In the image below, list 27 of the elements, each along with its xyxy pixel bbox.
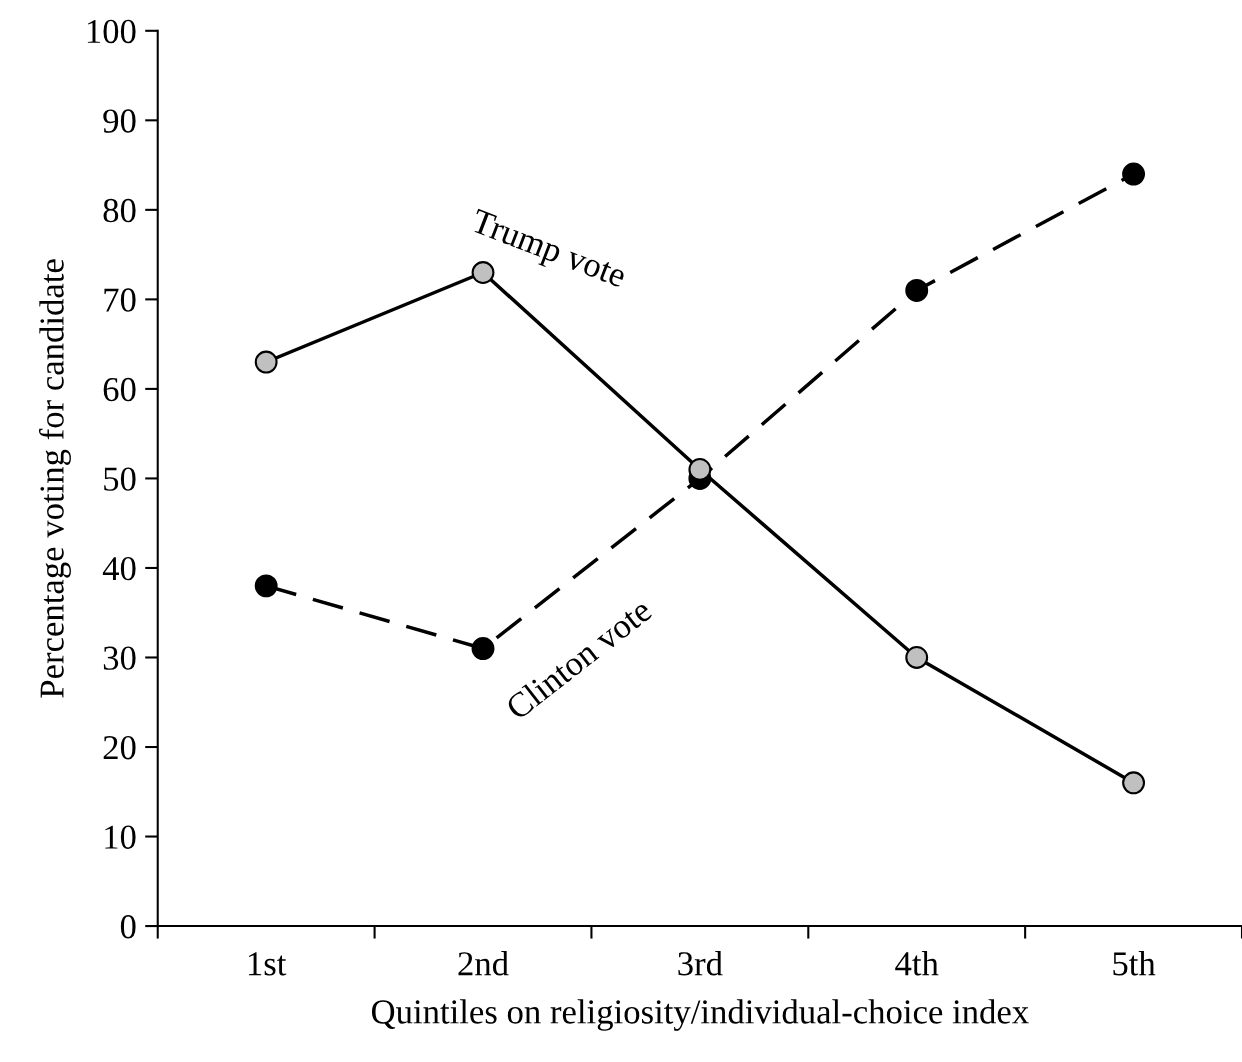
y-tick-label: 20 bbox=[103, 735, 136, 760]
point bbox=[688, 458, 712, 481]
point bbox=[254, 574, 278, 598]
x-tick-label: 1st bbox=[248, 952, 287, 976]
y-tick-label: 60 bbox=[103, 377, 136, 402]
y-tick-label: 30 bbox=[103, 646, 136, 670]
y-tick-label: 70 bbox=[104, 288, 136, 312]
y-tick-label: 0 bbox=[120, 915, 136, 939]
y-tick-label: 100 bbox=[87, 19, 136, 44]
x-tick-label: 5th bbox=[1113, 951, 1156, 976]
x-tick-label: 3rd bbox=[678, 951, 723, 976]
point bbox=[1122, 771, 1146, 795]
point bbox=[905, 646, 929, 669]
y-axis-title: Percentage voting for candidate bbox=[38, 259, 71, 698]
y-tick-label: 90 bbox=[103, 109, 136, 133]
x-tick-label: 4th bbox=[895, 951, 939, 976]
y-tick-label: 50 bbox=[104, 467, 136, 491]
x-axis-title: Quintiles on religiosity/individual-choice index bbox=[371, 999, 1029, 1031]
point bbox=[905, 278, 929, 302]
point bbox=[471, 637, 495, 660]
x-tick-label: 2nd bbox=[458, 951, 509, 976]
point bbox=[1122, 162, 1146, 186]
text: Trump vote bbox=[467, 208, 628, 295]
y-tick-label: 10 bbox=[105, 825, 136, 849]
y-tick-label: 80 bbox=[103, 198, 136, 223]
y-tick-label: 40 bbox=[102, 556, 136, 581]
point bbox=[254, 350, 278, 374]
